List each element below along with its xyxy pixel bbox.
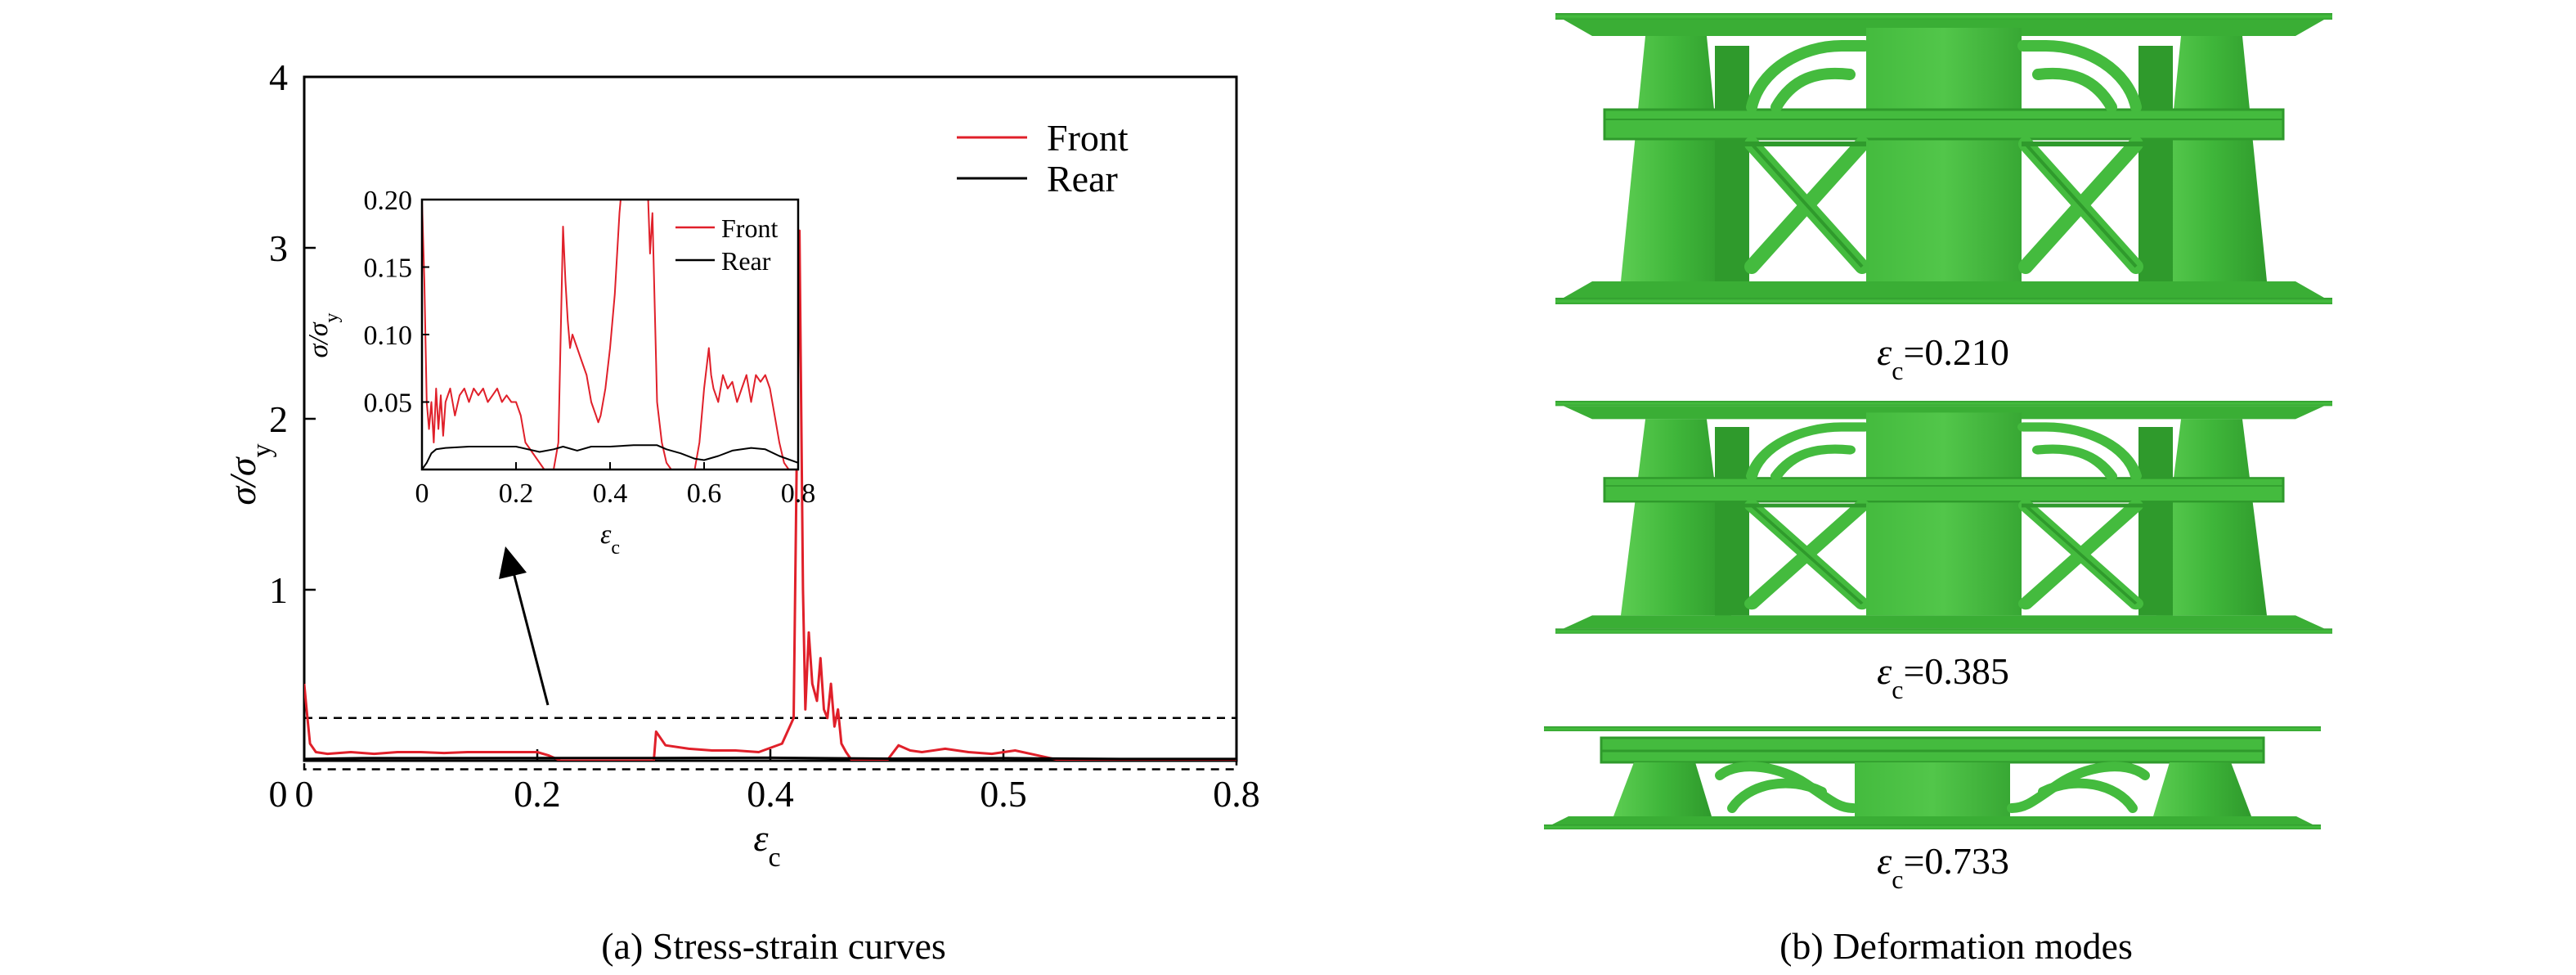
series-line-rear [304, 756, 1236, 761]
y-tick-label: 0.05 [364, 389, 413, 419]
y-tick-label: 2 [269, 398, 288, 440]
inset-legend: Front Rear [675, 213, 778, 276]
zoom-region-box [303, 717, 1238, 771]
zoom-arrow [499, 546, 550, 706]
x-axis-title: εc [753, 817, 780, 873]
inset-series-group [422, 200, 798, 470]
y-tick-label: 1 [269, 569, 288, 611]
x-tick-label: 0 [415, 479, 429, 509]
caption-left: (a) Stress-strain curves [601, 925, 946, 967]
inset-axis-ticks [421, 199, 799, 470]
x-tick-label: 0.8 [781, 479, 816, 509]
y-tick-label: 4 [269, 56, 288, 98]
inset-y-axis-title: σ/σy [303, 313, 343, 358]
origin-label: 0 [269, 773, 288, 815]
x-tick-label: 0.5 [980, 773, 1027, 815]
inset-chart: 0 0.2 0.4 0.6 0.8 0.05 0.10 0.15 0.20 σ/σy εc Fr… [303, 186, 815, 559]
y-tick-label: 0.20 [364, 186, 413, 216]
series-line-front [304, 229, 1236, 761]
x-tick-label: 0.8 [1213, 773, 1260, 815]
series-group [304, 229, 1236, 761]
legend-label-rear: Rear [1047, 158, 1118, 200]
caption-right: (b) Deformation modes [1779, 925, 2133, 967]
deformation-panel-2: εc=0.385 [1555, 401, 2332, 704]
legend-label-front: Front [1047, 117, 1129, 159]
deformation-panel-3: εc=0.733 [1544, 726, 2321, 894]
x-tick-label: 0.6 [687, 479, 722, 509]
x-tick-label: 0.2 [514, 773, 561, 815]
x-tick-label: 0 [295, 773, 314, 815]
tick-labels: 0 0.2 0.4 0.5 0.8 1 2 3 4 0 [269, 56, 1260, 815]
inset-legend-label-front: Front [721, 213, 778, 243]
inset-background [422, 200, 798, 470]
strain-label-1: εc=0.210 [1877, 331, 2009, 385]
x-tick-label: 0.4 [747, 773, 794, 815]
inset-legend-label-rear: Rear [721, 246, 771, 276]
y-tick-label: 0.15 [364, 254, 413, 284]
strain-label-2: εc=0.385 [1877, 650, 2009, 704]
series-line-rear [422, 444, 798, 470]
zoom-box [303, 717, 1238, 771]
series-line-front [422, 200, 798, 470]
strain-label-3: εc=0.733 [1877, 840, 2009, 894]
y-tick-label: 0.10 [364, 321, 413, 351]
inset-tick-labels: 0 0.2 0.4 0.6 0.8 0.05 0.10 0.15 0.20 [364, 186, 816, 509]
y-axis-title: σ/σy [222, 443, 277, 505]
deformation-panel-1: εc=0.210 [1555, 13, 2332, 385]
y-tick-label: 3 [269, 227, 288, 269]
x-tick-label: 0.2 [499, 479, 534, 509]
stress-strain-chart: 0 0.2 0.4 0.5 0.8 1 2 3 4 0 σ/σy εc Front Rear [222, 56, 1260, 873]
legend: Front Rear [957, 117, 1129, 200]
inset-x-axis-title: εc [600, 519, 620, 559]
x-tick-label: 0.4 [593, 479, 628, 509]
